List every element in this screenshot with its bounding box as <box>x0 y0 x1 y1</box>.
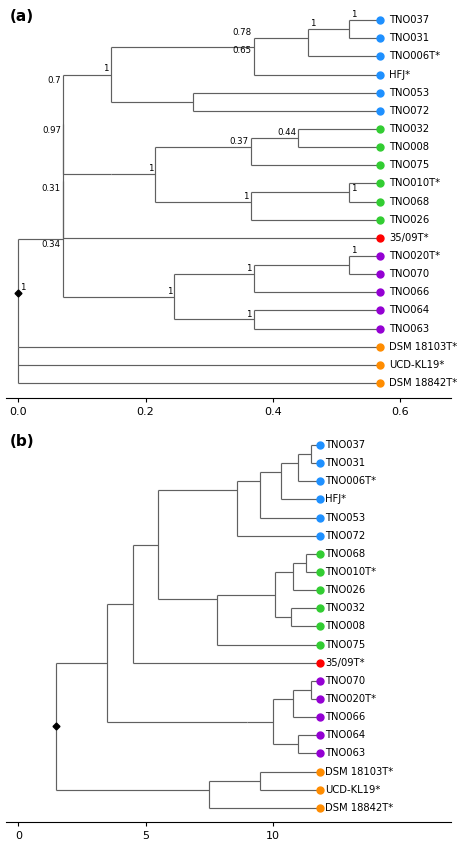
Text: 1: 1 <box>310 19 315 28</box>
Text: 1: 1 <box>246 310 252 318</box>
Text: TNO026: TNO026 <box>389 214 429 224</box>
Text: TNO008: TNO008 <box>325 622 365 631</box>
Text: 1: 1 <box>148 164 153 174</box>
Text: DSM 18842T*: DSM 18842T* <box>389 378 457 388</box>
Text: 0.97: 0.97 <box>42 126 61 136</box>
Text: 1: 1 <box>351 246 356 255</box>
Text: DSM 18842T*: DSM 18842T* <box>325 803 393 813</box>
Text: TNO037: TNO037 <box>325 440 365 450</box>
Text: TNO053: TNO053 <box>325 512 365 523</box>
Text: 1: 1 <box>103 64 109 73</box>
Text: TNO037: TNO037 <box>389 15 429 25</box>
Text: 0.34: 0.34 <box>42 240 61 249</box>
Text: TNO006T*: TNO006T* <box>389 52 440 61</box>
Text: TNO068: TNO068 <box>389 197 429 207</box>
Text: TNO068: TNO068 <box>325 549 365 559</box>
Text: TNO070: TNO070 <box>325 676 365 686</box>
Text: TNO031: TNO031 <box>325 458 365 468</box>
Text: 35/09T*: 35/09T* <box>389 233 429 243</box>
Text: (a): (a) <box>10 9 34 25</box>
Text: TNO064: TNO064 <box>325 730 365 740</box>
Text: TNO032: TNO032 <box>389 124 429 134</box>
Text: TNO064: TNO064 <box>389 306 429 315</box>
Text: TNO020T*: TNO020T* <box>389 251 440 261</box>
Text: 1: 1 <box>167 287 173 296</box>
Text: TNO075: TNO075 <box>389 160 429 170</box>
Text: UCD-KL19*: UCD-KL19* <box>325 785 381 794</box>
Text: 0.7: 0.7 <box>47 76 61 86</box>
Text: TNO053: TNO053 <box>389 87 429 97</box>
Text: TNO010T*: TNO010T* <box>389 179 440 188</box>
Text: 1: 1 <box>246 264 252 274</box>
Text: TNO072: TNO072 <box>389 106 429 116</box>
Text: 0.65: 0.65 <box>232 47 251 55</box>
Text: (b): (b) <box>10 435 35 450</box>
Text: 35/09T*: 35/09T* <box>325 658 365 667</box>
Text: HFJ*: HFJ* <box>389 69 410 80</box>
Text: TNO066: TNO066 <box>325 712 365 722</box>
Text: TNO026: TNO026 <box>325 585 365 595</box>
Text: TNO063: TNO063 <box>389 324 429 334</box>
Text: HFJ*: HFJ* <box>325 495 346 505</box>
Text: TNO020T*: TNO020T* <box>325 694 376 704</box>
Text: UCD-KL19*: UCD-KL19* <box>389 360 445 370</box>
Text: TNO008: TNO008 <box>389 142 429 152</box>
Text: 1: 1 <box>243 191 249 201</box>
Text: 0.78: 0.78 <box>232 28 251 37</box>
Text: TNO075: TNO075 <box>325 639 365 650</box>
Text: TNO031: TNO031 <box>389 33 429 43</box>
Text: TNO063: TNO063 <box>325 749 365 758</box>
Text: 0.44: 0.44 <box>277 128 296 137</box>
Text: DSM 18103T*: DSM 18103T* <box>389 341 457 352</box>
Text: 1: 1 <box>351 10 356 19</box>
Text: TNO032: TNO032 <box>325 603 365 613</box>
Text: 1: 1 <box>20 283 26 292</box>
Text: DSM 18103T*: DSM 18103T* <box>325 767 393 777</box>
Text: TNO066: TNO066 <box>389 287 429 297</box>
Text: 0.31: 0.31 <box>42 184 61 193</box>
Text: TNO072: TNO072 <box>325 531 365 540</box>
Text: TNO010T*: TNO010T* <box>325 567 376 577</box>
Text: TNO070: TNO070 <box>389 269 429 280</box>
Text: TNO006T*: TNO006T* <box>325 476 376 486</box>
Text: 0.37: 0.37 <box>229 137 249 147</box>
Text: 1: 1 <box>351 185 356 193</box>
